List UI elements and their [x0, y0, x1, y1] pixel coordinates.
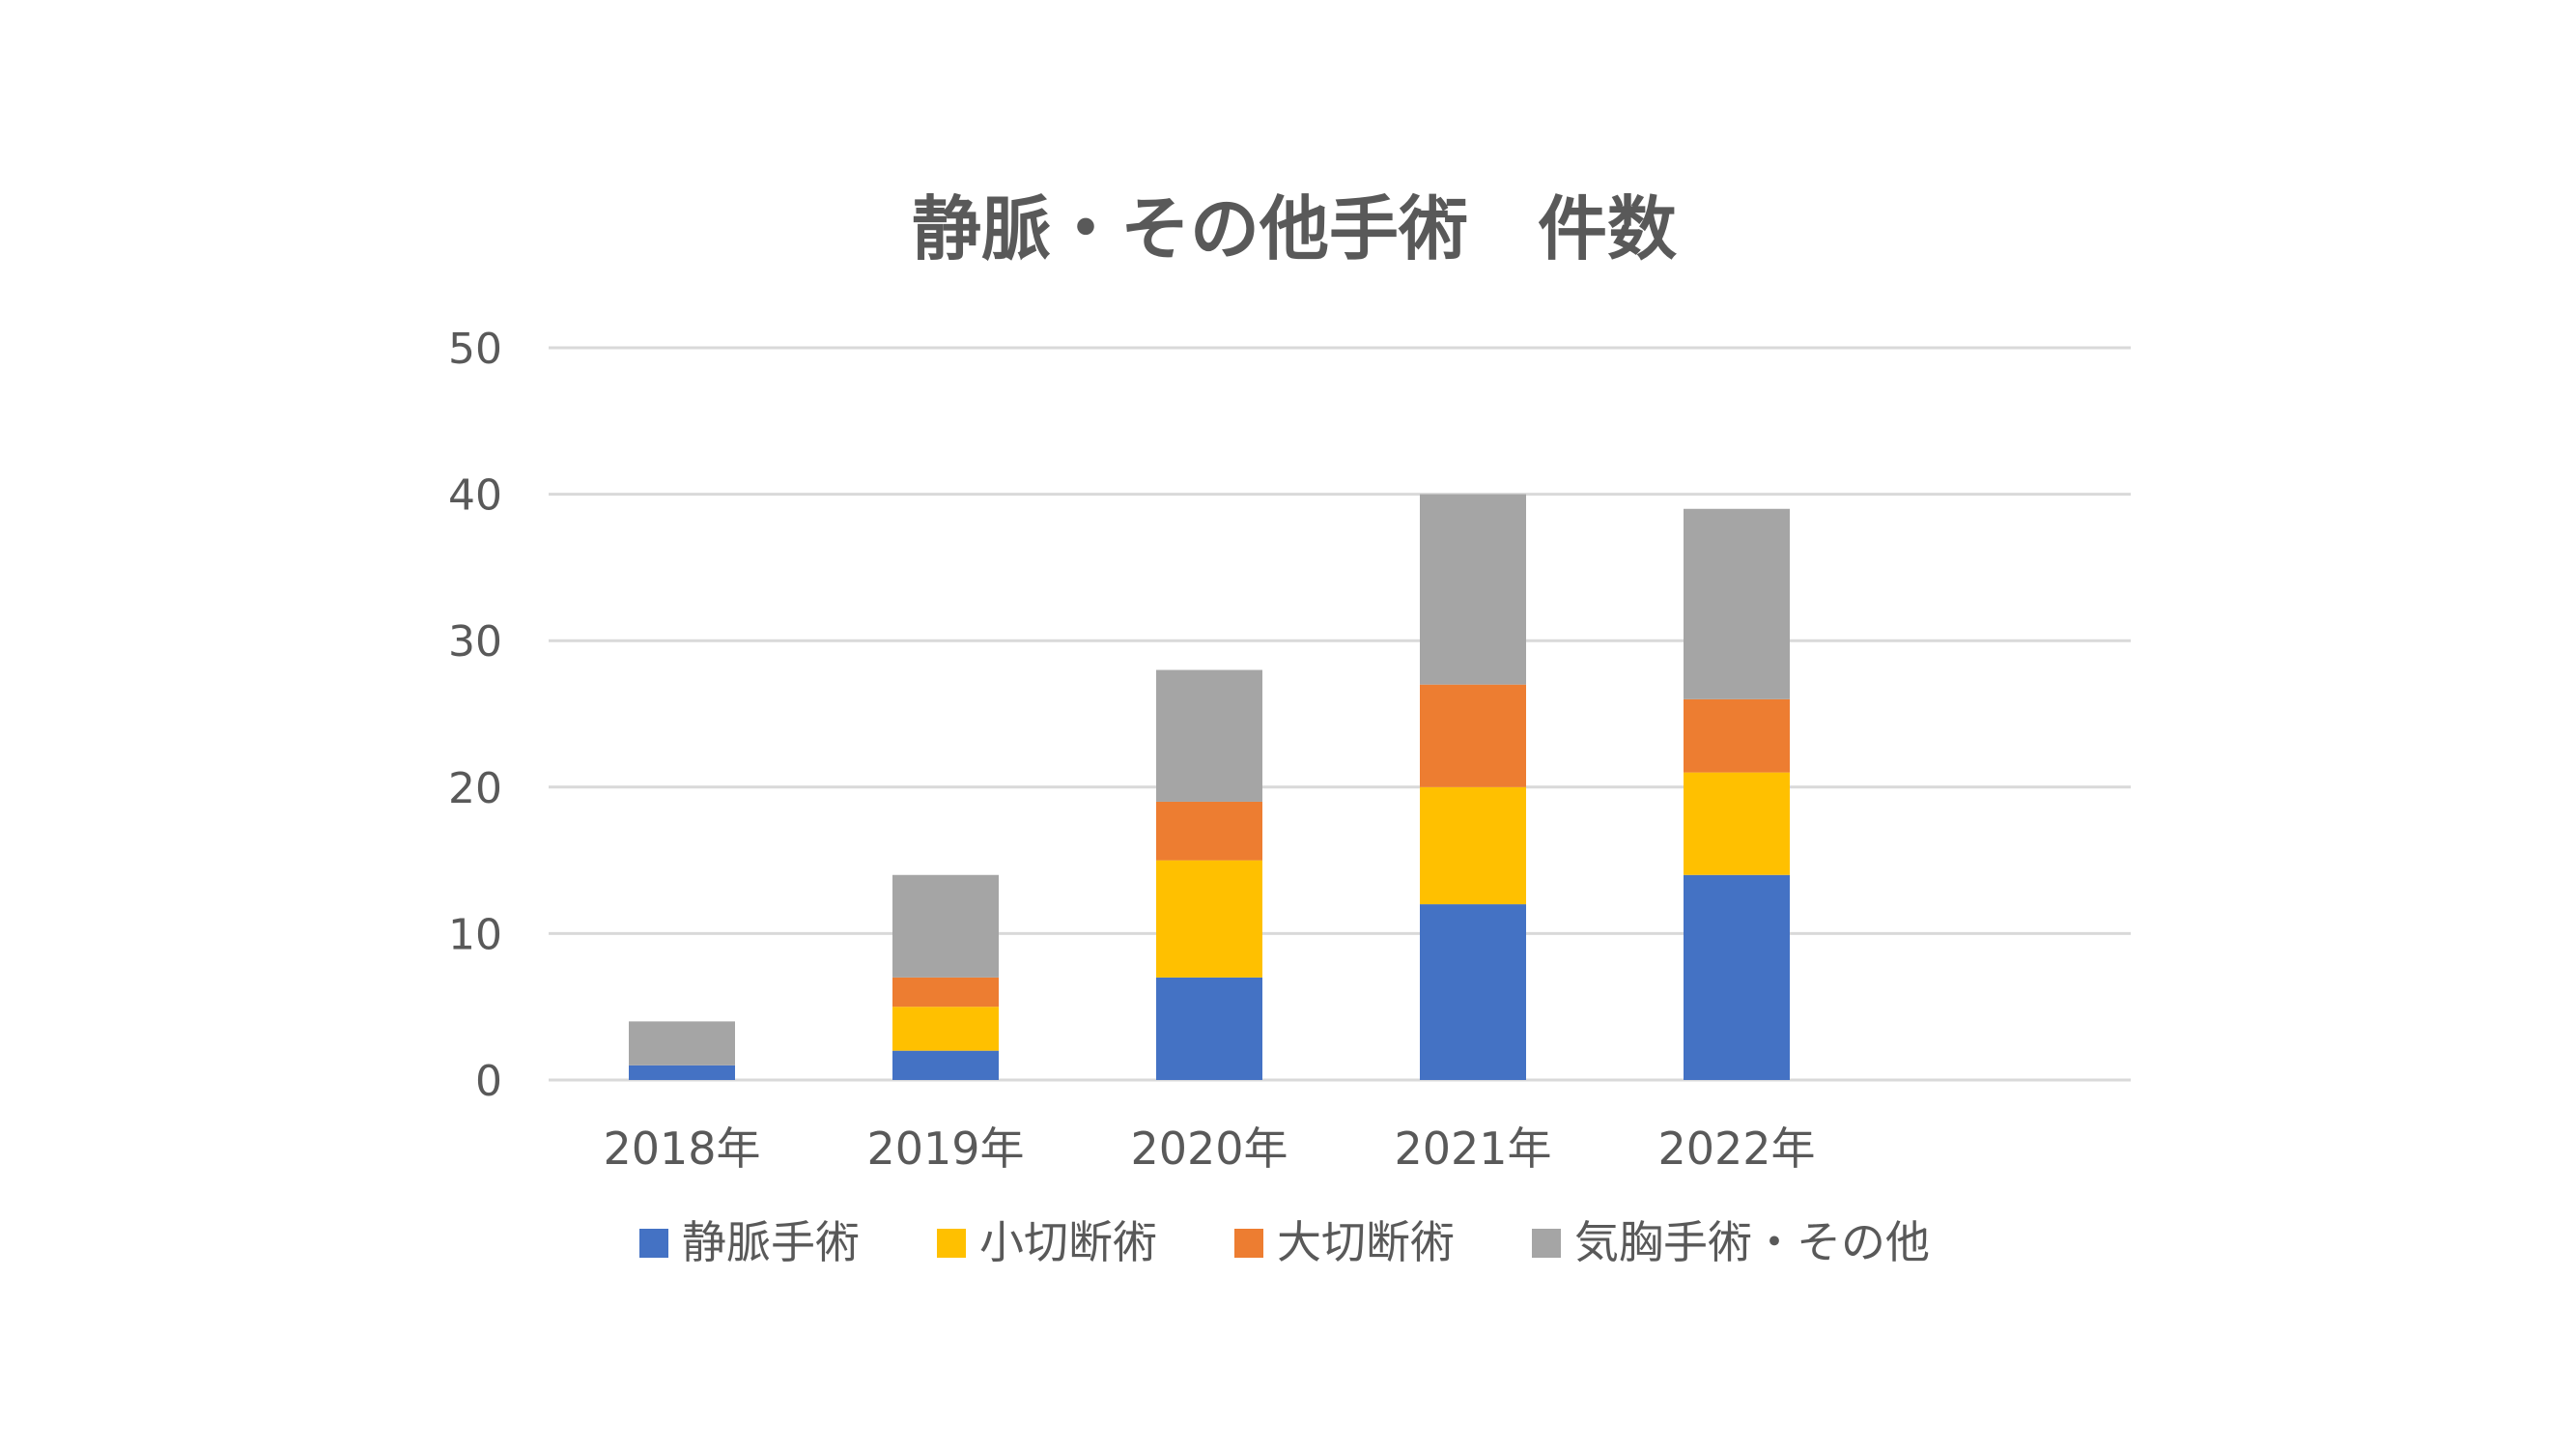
gridlines — [549, 346, 2131, 1082]
bar-segment — [1156, 977, 1262, 1080]
bar-segment — [1156, 669, 1262, 802]
bar-segment — [1684, 508, 1790, 699]
bar-segment — [629, 1065, 735, 1080]
legend-swatch — [1234, 1229, 1263, 1258]
legend-label: 気胸手術・その他 — [1574, 1216, 1930, 1268]
x-tick-label: 2021年 — [1394, 1122, 1551, 1175]
bar-segment — [629, 1021, 735, 1065]
y-tick-label: 0 — [475, 1057, 502, 1106]
bar-segment — [1684, 874, 1790, 1080]
bars — [629, 494, 1790, 1080]
y-tick-label: 50 — [448, 325, 502, 374]
legend-label: 大切断術 — [1277, 1216, 1455, 1268]
bar-segment — [1420, 494, 1526, 685]
bar-segment — [1684, 772, 1790, 875]
bar-segment — [1420, 786, 1526, 905]
bar-segment — [1420, 904, 1526, 1080]
legend-label: 静脈手術 — [682, 1216, 860, 1268]
bar-segment — [892, 874, 999, 978]
legend: 静脈手術 小切断術 大切断術 気胸手術・その他 — [639, 1216, 1930, 1268]
legend-label: 小切断術 — [979, 1216, 1157, 1268]
y-tick-label: 10 — [448, 910, 502, 959]
bar-segment — [1684, 698, 1790, 773]
legend-swatch — [639, 1229, 668, 1258]
legend-swatch — [937, 1229, 966, 1258]
legend-swatch — [1532, 1229, 1561, 1258]
y-axis-tick-labels: 0 10 20 30 40 50 — [448, 325, 502, 1106]
bar-segment — [892, 1007, 999, 1051]
bar-segment — [1420, 684, 1526, 787]
x-tick-label: 2018年 — [603, 1122, 760, 1175]
bar-segment — [1156, 860, 1262, 978]
chart-title: 静脈・その他手術 件数 — [912, 188, 1677, 270]
bar-segment — [892, 1050, 999, 1080]
y-tick-label: 40 — [448, 471, 502, 521]
bar-segment — [892, 977, 999, 1008]
y-tick-label: 30 — [448, 617, 502, 667]
x-tick-label: 2019年 — [866, 1122, 1024, 1175]
x-tick-label: 2020年 — [1130, 1122, 1288, 1175]
x-axis-tick-labels: 2018年 2019年 2020年 2021年 2022年 — [603, 1122, 1815, 1175]
y-tick-label: 20 — [448, 764, 502, 813]
x-tick-label: 2022年 — [1657, 1122, 1815, 1175]
bar-segment — [1156, 801, 1262, 861]
